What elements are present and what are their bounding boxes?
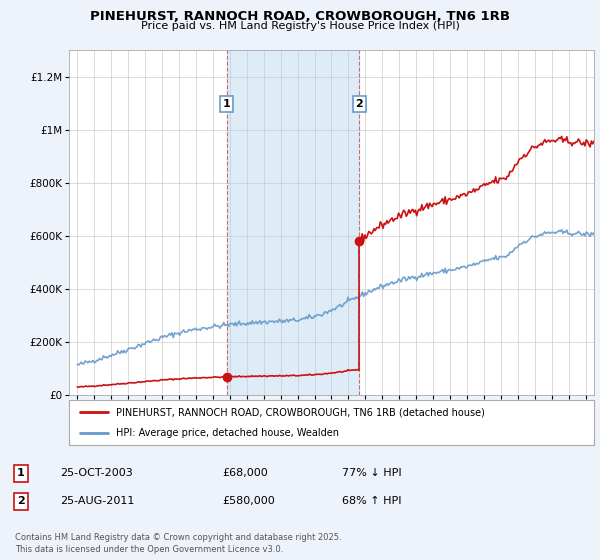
Text: £580,000: £580,000 xyxy=(222,496,275,506)
Text: 68% ↑ HPI: 68% ↑ HPI xyxy=(342,496,401,506)
Text: 1: 1 xyxy=(223,99,231,109)
Text: 2: 2 xyxy=(356,99,364,109)
Text: 25-AUG-2011: 25-AUG-2011 xyxy=(60,496,134,506)
Text: 77% ↓ HPI: 77% ↓ HPI xyxy=(342,468,401,478)
Text: £68,000: £68,000 xyxy=(222,468,268,478)
Text: 25-OCT-2003: 25-OCT-2003 xyxy=(60,468,133,478)
Text: HPI: Average price, detached house, Wealden: HPI: Average price, detached house, Weal… xyxy=(116,428,339,438)
Text: PINEHURST, RANNOCH ROAD, CROWBOROUGH, TN6 1RB: PINEHURST, RANNOCH ROAD, CROWBOROUGH, TN… xyxy=(90,10,510,23)
Text: 1: 1 xyxy=(17,468,25,478)
Text: 2: 2 xyxy=(17,496,25,506)
Text: Contains HM Land Registry data © Crown copyright and database right 2025.
This d: Contains HM Land Registry data © Crown c… xyxy=(15,533,341,554)
Text: PINEHURST, RANNOCH ROAD, CROWBOROUGH, TN6 1RB (detached house): PINEHURST, RANNOCH ROAD, CROWBOROUGH, TN… xyxy=(116,408,485,418)
Text: Price paid vs. HM Land Registry's House Price Index (HPI): Price paid vs. HM Land Registry's House … xyxy=(140,21,460,31)
Bar xyxy=(227,50,359,395)
